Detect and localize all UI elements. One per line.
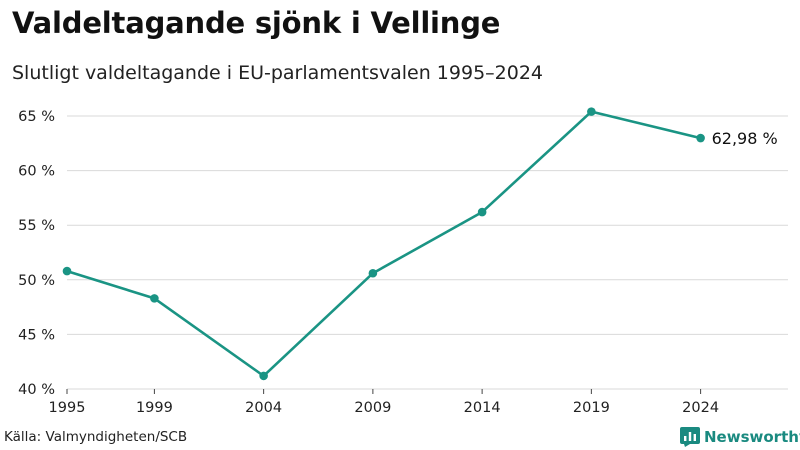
x-tick-label: 2014 [464,400,501,416]
data-points [62,107,705,381]
y-tick-label: 45 % [18,327,55,343]
x-tick-label: 1999 [136,400,173,416]
series-line [65,110,702,378]
data-point [368,268,378,278]
data-labels: 62,98 % [712,129,778,148]
brand-logo[interactable]: Newsworthy [680,427,800,447]
y-tick-label: 60 % [18,164,55,180]
y-tick-label: 65 % [18,109,55,125]
data-point [696,133,705,143]
data-point [150,294,159,303]
x-tick-label: 2024 [682,400,719,416]
gridlines [67,115,788,390]
y-tick-label: 40 % [18,382,55,398]
y-tick-label: 55 % [18,218,55,234]
x-tick-label: 2004 [245,400,282,416]
chart-subtitle: Slutligt valdeltagande i EU-parlamentsva… [12,62,544,84]
x-tick-label: 2009 [354,400,391,416]
data-point [62,266,72,276]
source-note: Källa: Valmyndigheten/SCB [4,429,188,445]
chart-title: Valdeltagande sjönk i Vellinge [12,6,501,40]
x-tick-label: 2019 [573,400,610,416]
brand-name: Newsworthy [704,428,800,446]
data-point [477,207,487,217]
data-point [587,107,596,116]
axis-labels: 40 % 45 % 50 % 55 % 60 % 65 % 1995 1999 2004 2009… [18,109,719,416]
bar-chart-icon [680,427,700,447]
data-point [259,371,268,381]
x-tick-label: 1995 [49,400,86,416]
y-tick-label: 50 % [18,273,55,289]
data-label: 62,98 % [712,129,778,148]
